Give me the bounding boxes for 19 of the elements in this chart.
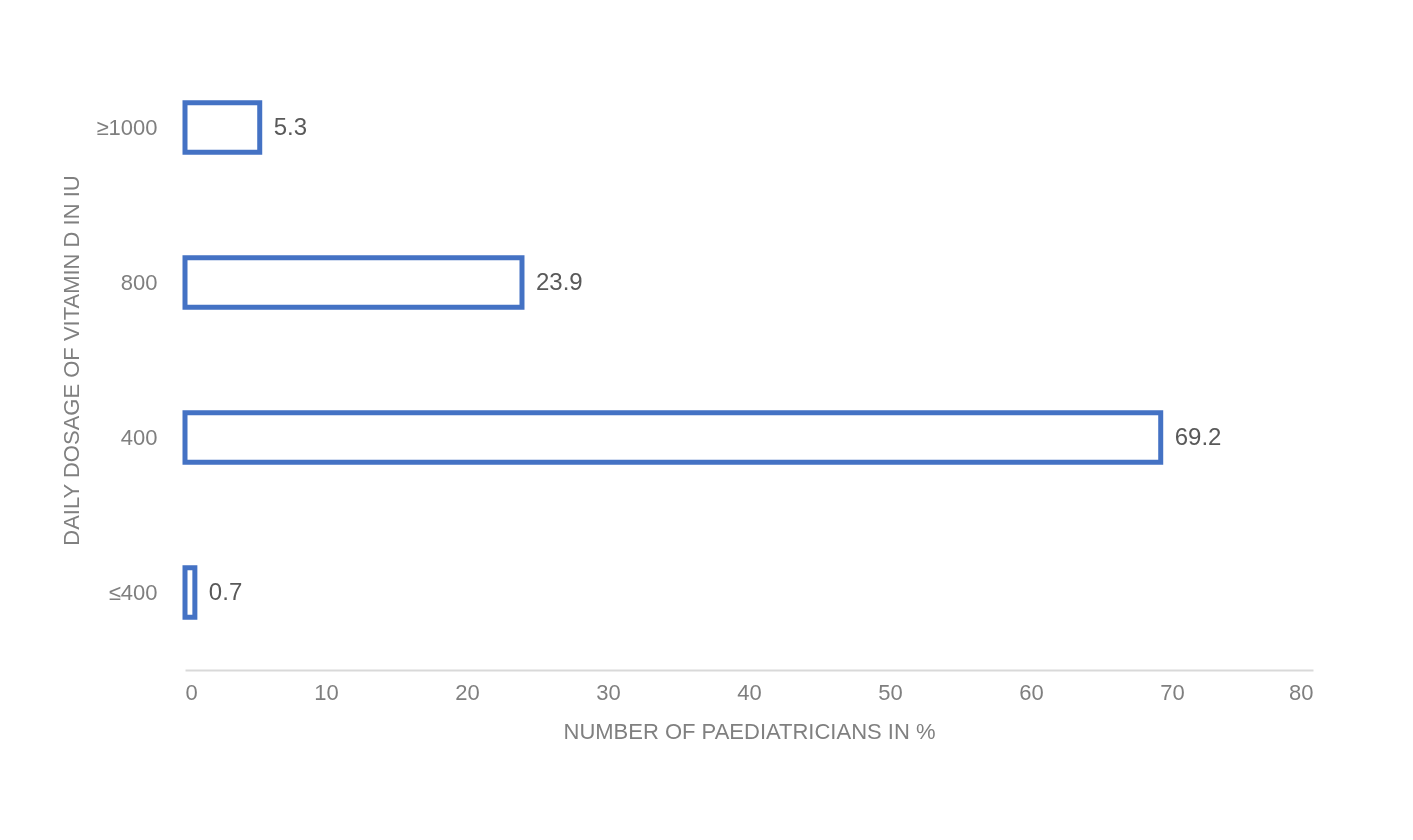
x-tick-label: 50 [878,679,903,705]
y-tick-label: ≥1000 [96,114,158,140]
data-label: 5.3 [273,112,308,140]
y-tick-label: 800 [120,269,158,295]
data-label: 69.2 [1174,422,1222,450]
x-axis-title: NUMBER OF PAEDIATRICIANS IN % [563,718,936,744]
x-tick-label: 30 [596,679,621,705]
x-tick-label: 80 [1289,679,1314,705]
x-tick-label: 0 [185,679,198,705]
data-label: 0.7 [208,577,243,605]
y-tick-label: 400 [120,424,158,450]
x-tick-label: 60 [1019,679,1044,705]
x-tick-label: 10 [314,679,339,705]
x-tick-label: 20 [455,679,480,705]
x-tick-label: 40 [737,679,762,705]
x-tick-label: 70 [1160,679,1185,705]
y-tick-label: ≤400 [108,579,158,605]
y-axis-title: DAILY DOSAGE OF VITAMIN D IN IU [59,175,85,546]
data-label: 23.9 [535,267,583,295]
